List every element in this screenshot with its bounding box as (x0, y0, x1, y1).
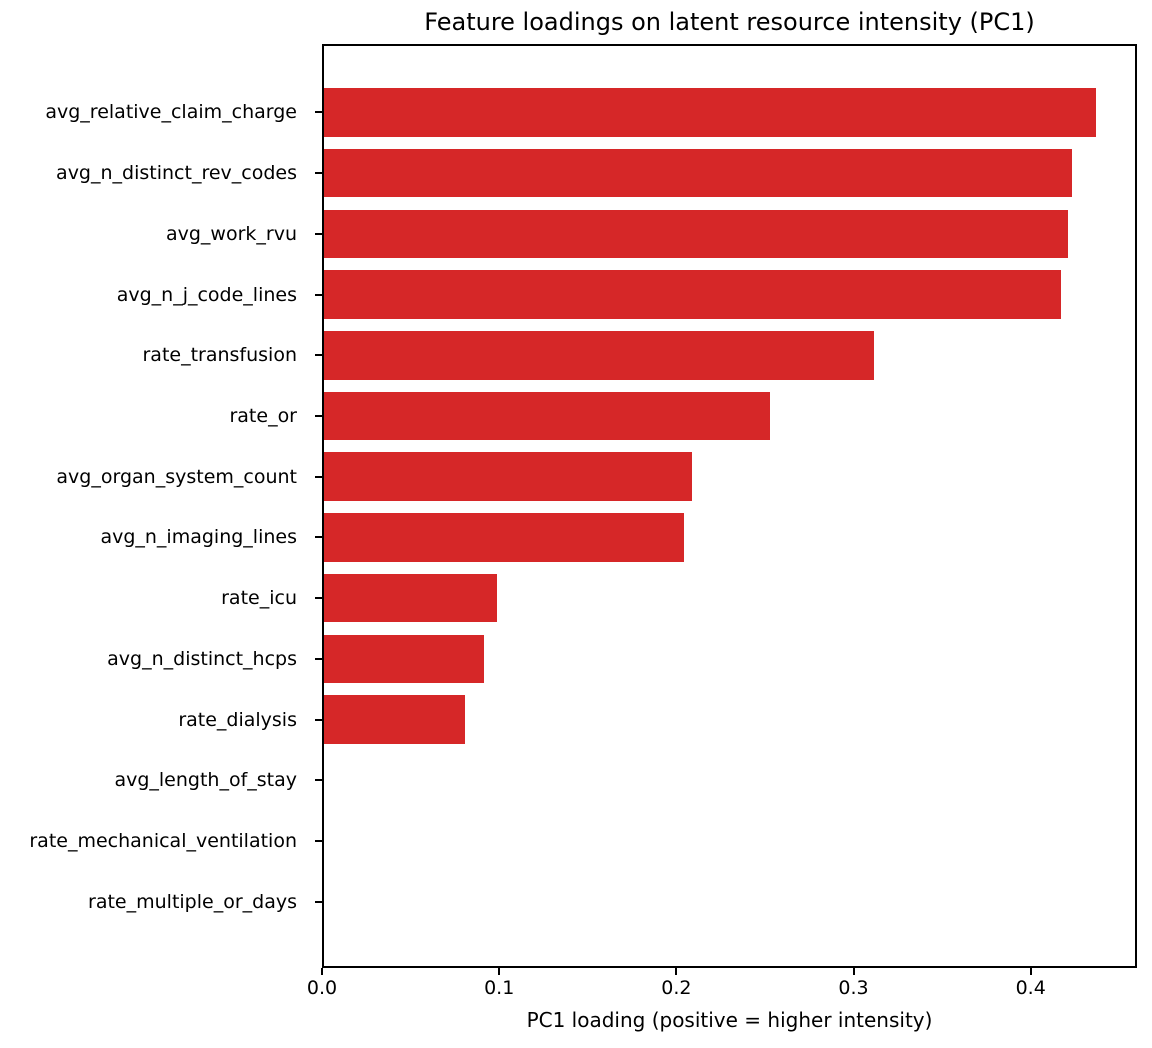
bar-rate_or (324, 391, 771, 441)
bar-avg_n_j_code_lines (324, 270, 1061, 319)
bar-rate_dialysis (324, 695, 466, 744)
y-tick-label-rate_mechanical_ventilation: rate_mechanical_ventilation (29, 829, 297, 852)
x-tick-label: 0.3 (838, 977, 869, 999)
bar-avg_relative_claim_charge (324, 88, 1097, 137)
y-tick-label-avg_relative_claim_charge: avg_relative_claim_charge (45, 101, 297, 124)
y-tick-label-rate_dialysis: rate_dialysis (178, 708, 297, 731)
bar-avg_n_imaging_lines (324, 513, 684, 562)
plot-area (315, 44, 1137, 968)
y-tick-label-rate_icu: rate_icu (221, 587, 297, 610)
x-tick-mark (1029, 968, 1032, 975)
bar-avg_organ_system_count (324, 452, 693, 501)
bar-row-rate_or (315, 386, 1135, 447)
y-tick-mark (315, 475, 322, 478)
y-axis-labels: avg_relative_claim_charge avg_n_distinct_… (0, 44, 310, 968)
x-tick-label: 0.2 (661, 977, 692, 999)
y-tick-mark (315, 293, 322, 296)
y-tick-mark (315, 414, 322, 417)
y-tick-label-avg_work_rvu: avg_work_rvu (165, 222, 297, 245)
y-tick-label-rate_transfusion: rate_transfusion (142, 344, 297, 367)
y-tick-label-avg_length_of_stay: avg_length_of_stay (114, 769, 297, 792)
y-tick-label-rate_or: rate_or (229, 404, 297, 427)
x-tick-label: 0.4 (1015, 977, 1046, 999)
bar-row-rate_multiple_or_days (315, 871, 1135, 932)
bar-row-avg_n_distinct_rev_codes (315, 143, 1135, 204)
y-tick-mark (315, 232, 322, 235)
bar-row-avg_n_distinct_hcps (315, 628, 1135, 689)
bar-avg_n_distinct_rev_codes (324, 148, 1072, 198)
bar-row-rate_dialysis (315, 689, 1135, 750)
bar-row-rate_transfusion (315, 325, 1135, 386)
x-tick-label: 0.1 (484, 977, 515, 999)
bar-row-avg_n_imaging_lines (315, 507, 1135, 568)
y-tick-label-avg_n_imaging_lines: avg_n_imaging_lines (100, 526, 297, 549)
y-tick-label-avg_n_distinct_hcps: avg_n_distinct_hcps (107, 647, 297, 670)
x-tick-mark (675, 968, 678, 975)
y-tick-mark (315, 597, 322, 600)
y-tick-label-avg_organ_system_count: avg_organ_system_count (56, 465, 297, 488)
y-tick-mark (315, 536, 322, 539)
y-tick-mark (315, 657, 322, 660)
y-tick-mark (315, 718, 322, 721)
bar-avg_n_distinct_hcps (324, 634, 485, 684)
y-tick-label-rate_multiple_or_days: rate_multiple_or_days (88, 890, 297, 913)
y-tick-label-avg_n_distinct_rev_codes: avg_n_distinct_rev_codes (56, 162, 297, 185)
y-tick-mark (315, 172, 322, 175)
bars-container (315, 46, 1135, 966)
bar-row-avg_work_rvu (315, 203, 1135, 264)
bar-row-avg_relative_claim_charge (315, 82, 1135, 143)
bar-avg_work_rvu (324, 209, 1068, 259)
x-tick-mark (852, 968, 855, 975)
bar-row-avg_length_of_stay (315, 750, 1135, 811)
chart-title: Feature loadings on latent resource inte… (424, 8, 1035, 36)
bar-rate_transfusion (324, 330, 875, 380)
x-tick-mark (498, 968, 501, 975)
x-tick-mark (321, 968, 323, 975)
bar-rate_icu (324, 573, 497, 623)
x-axis-label: PC1 loading (positive = higher intensity… (526, 1008, 933, 1032)
y-tick-mark (315, 779, 322, 782)
x-axis-ticks: 0.0 0.1 0.2 0.3 0.4 (307, 968, 1137, 1000)
x-tick-label: 0.0 (306, 977, 338, 999)
bar-row-rate_mechanical_ventilation (315, 811, 1135, 872)
y-tick-mark (315, 900, 322, 903)
y-tick-mark (315, 354, 322, 357)
bar-row-avg_n_j_code_lines (315, 264, 1135, 325)
y-tick-label-avg_n_j_code_lines: avg_n_j_code_lines (116, 283, 297, 306)
bar-row-avg_organ_system_count (315, 446, 1135, 507)
y-tick-mark (315, 111, 322, 114)
y-tick-mark (315, 839, 322, 842)
bar-row-rate_icu (315, 568, 1135, 629)
